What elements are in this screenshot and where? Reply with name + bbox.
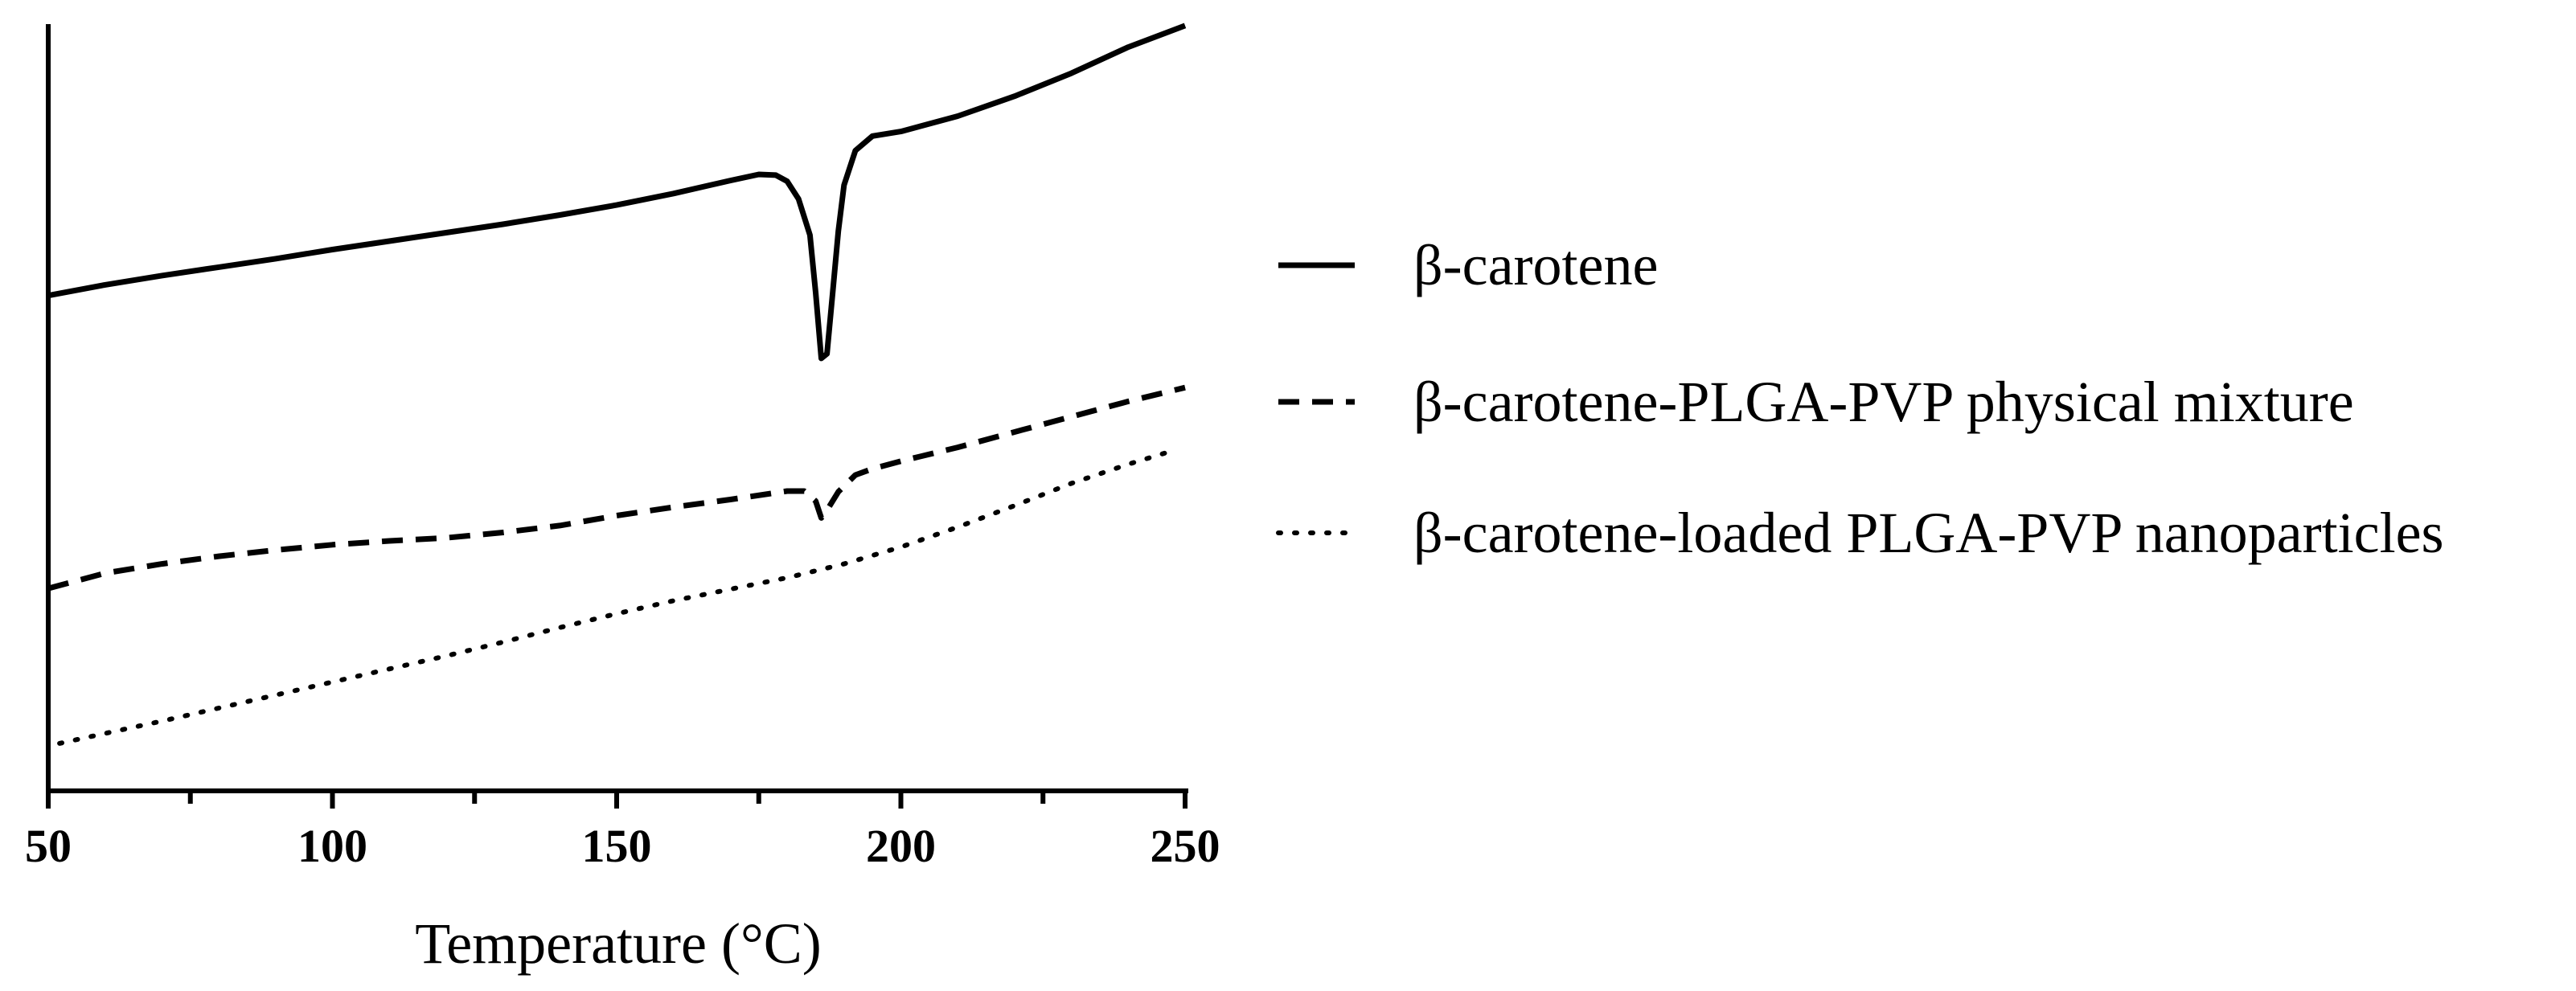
x-axis-tick-labels: 50 100 150 200 250 [25,820,1220,872]
legend-label-2: β-carotene-PLGA-PVP physical mixture [1413,370,2354,434]
legend: β-carotene β-carotene-PLGA-PVP physical m… [1276,233,2444,565]
x-tick-label: 100 [297,820,367,872]
series-line-3 [57,448,1176,746]
x-axis-title: Temperature (°C) [415,911,822,976]
legend-label-3: β-carotene-loaded PLGA-PVP nanoparticles [1413,501,2444,565]
series-line-1 [47,23,1187,362]
legend-label-1: β-carotene [1413,233,1658,297]
x-tick-label: 150 [582,820,652,872]
x-tick-label: 50 [25,820,72,872]
series-lines [47,23,1187,746]
x-tick-label: 200 [866,820,936,872]
x-tick-label: 250 [1151,820,1220,872]
x-axis-ticks [46,791,1188,809]
plot-area: 50 100 150 200 250 [25,23,1220,872]
series-line-2 [47,384,1186,592]
